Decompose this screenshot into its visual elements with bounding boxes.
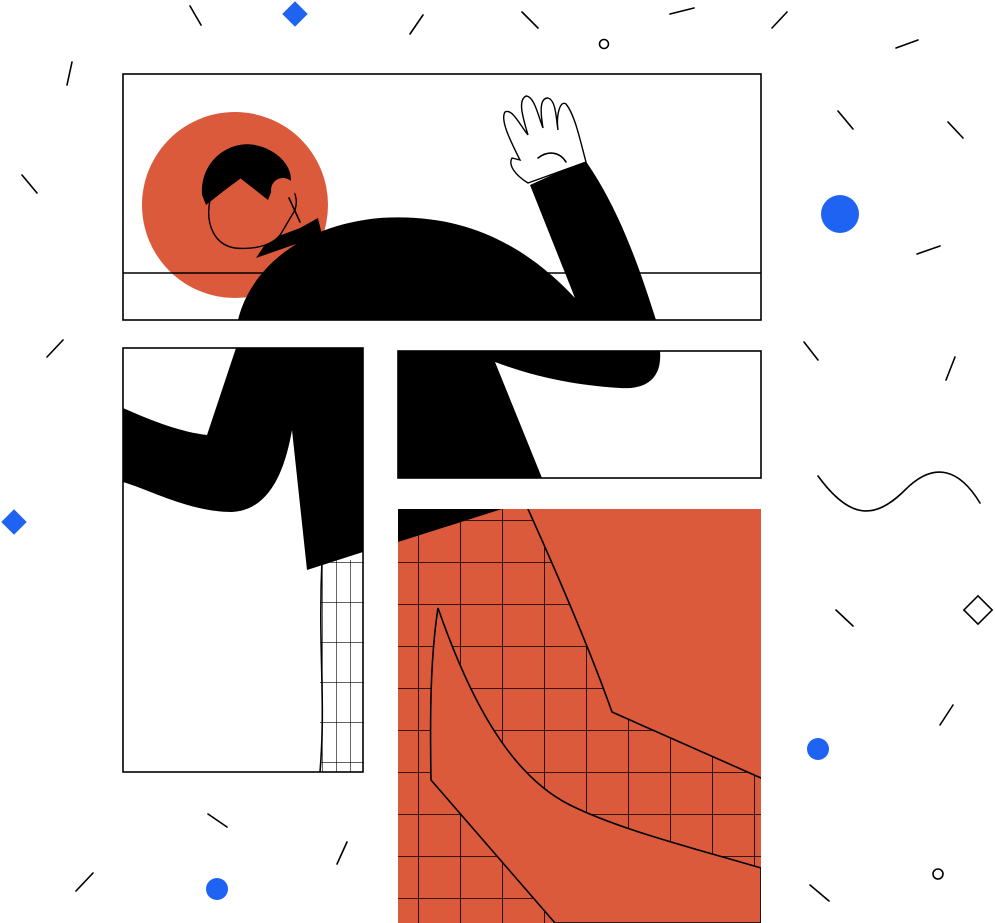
bottom-panel xyxy=(398,509,761,923)
top-panel xyxy=(123,95,761,320)
top-frame xyxy=(122,73,762,321)
left-panel xyxy=(123,348,363,772)
middle-frame xyxy=(397,350,762,479)
left-frame xyxy=(122,347,364,773)
decorations xyxy=(1,1,994,902)
middle-panel xyxy=(398,351,661,478)
